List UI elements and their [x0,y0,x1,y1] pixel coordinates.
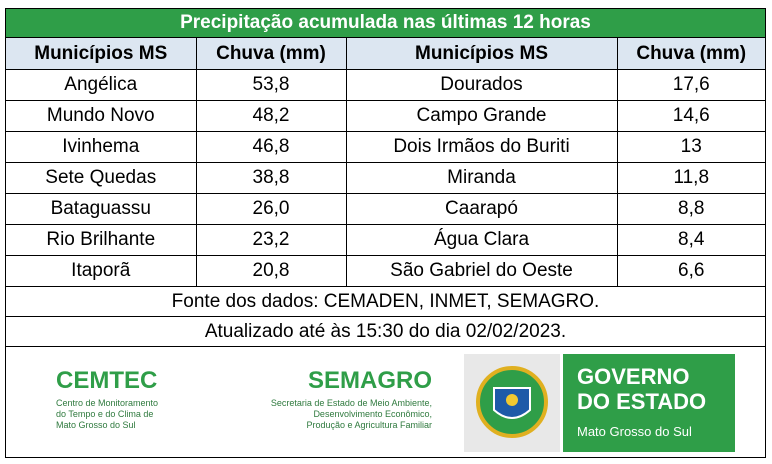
source: Fonte dos dados: CEMADEN, INMET, SEMAGRO… [6,287,765,317]
semagro-logo: SEMAGRO Secretaria de Estado de Meio Amb… [244,367,432,431]
cell: Dourados [345,69,618,101]
updated: Atualizado até às 15:30 do dia 02/02/202… [6,317,765,347]
cell: 26,0 [195,193,347,225]
logo-line: GOVERNO [577,364,690,389]
crest-star [506,394,518,406]
panel: Precipitação acumulada nas últimas 12 ho… [5,8,766,458]
logo-line: do Tempo e do Clima de [56,409,154,419]
cell: 14,6 [616,100,765,132]
column-header: Chuva (mm) [195,38,347,70]
cell: 11,8 [616,162,765,194]
rain-table: Municípios MS Chuva (mm) Municípios MS Chuv… [6,38,765,287]
logo-line: Secretaria de Estado de Meio Ambiente, [270,398,432,408]
title: Precipitação acumulada nas últimas 12 ho… [6,9,765,38]
cell: 53,8 [195,69,347,101]
cemtec-name: CEMTEC [56,367,158,394]
semagro-name: SEMAGRO [307,367,432,394]
cemtec-lines: Centro de Monitoramento do Tempo e do Cli… [56,398,158,431]
row: Angélica 53,8 Dourados 17,6 [6,69,765,101]
logo-line: Mato Grosso do Sul [56,420,136,430]
cell: Mundo Novo [6,100,197,132]
cell: São Gabriel do Oeste [345,255,618,287]
row: Sete Quedas 38,8 Miranda 11,8 [6,162,765,194]
cell: 38,8 [195,162,347,194]
semagro-lines: Secretaria de Estado de Meio Ambiente, De… [244,398,432,431]
cell: 20,8 [195,255,347,287]
cell: Itaporã [6,255,197,287]
cell: Campo Grande [345,100,618,132]
cell: Bataguassu [6,193,197,225]
governo-logo: GOVERNO DO ESTADO Mato Grosso do Sul [563,354,735,452]
column-header: Municípios MS [345,38,618,70]
cell: Caarapó [345,193,618,225]
logo-line: Centro de Monitoramento [56,398,159,408]
cell: Sete Quedas [6,162,197,194]
cell: 13 [616,131,765,163]
cell: 8,4 [616,224,765,256]
cell: 6,6 [616,255,765,287]
cell: Dois Irmãos do Buriti [345,131,618,163]
governo-state: Mato Grosso do Sul [577,424,692,439]
governo-lines: GOVERNO DO ESTADO [577,364,706,414]
cell: Rio Brilhante [6,224,197,256]
cell: Miranda [345,162,618,194]
cemtec-logo: CEMTEC Centro de Monitoramento do Tempo e… [56,367,158,431]
logo-line: Desenvolvimento Econômico, [313,409,432,419]
cell: 8,8 [616,193,765,225]
header-row: Municípios MS Chuva (mm) Municípios MS Chuv… [6,38,765,70]
row: Itaporã 20,8 São Gabriel do Oeste 6,6 [6,255,765,287]
cell: 46,8 [195,131,347,163]
logo-line: DO ESTADO [577,389,707,414]
cell: 48,2 [195,100,347,132]
row: Ivinhema 46,8 Dois Irmãos do Buriti 13 [6,131,765,163]
row: Bataguassu 26,0 Caarapó 8,8 [6,193,765,225]
logos: CEMTEC Centro de Monitoramento do Tempo e… [6,347,765,462]
column-header: Chuva (mm) [616,38,765,70]
cell: Ivinhema [6,131,197,163]
cell: 17,6 [616,69,765,101]
row: Mundo Novo 48,2 Campo Grande 14,6 [6,100,765,132]
cell: 23,2 [195,224,347,256]
cell: Angélica [6,69,197,101]
row: Rio Brilhante 23,2 Água Clara 8,4 [6,224,765,256]
cell: Água Clara [345,224,618,256]
logo-line: Produção e Agricultura Familiar [306,420,432,430]
coat-of-arms [464,354,560,452]
column-header: Municípios MS [6,38,197,70]
